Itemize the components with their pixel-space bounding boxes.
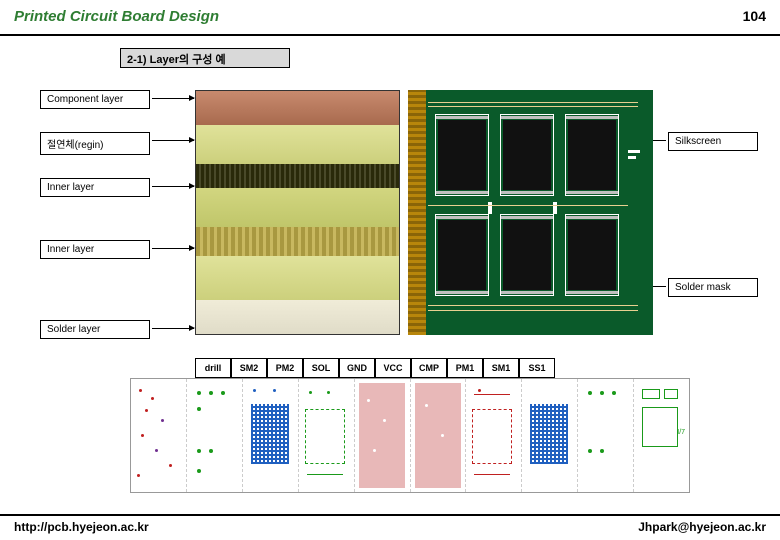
label-inner-layer-2: Inner layer: [40, 240, 150, 259]
silk-outline: [500, 114, 554, 196]
pcb-cross-section: [195, 90, 400, 335]
layer-cell: SM2: [231, 358, 267, 378]
page-header: Printed Circuit Board Design 104: [0, 8, 780, 36]
arrow: [152, 98, 194, 99]
pcb-top-view: [408, 90, 653, 335]
hatch: [251, 404, 289, 464]
panel-gnd: [355, 379, 411, 492]
panel-drill: [131, 379, 187, 492]
outline: [664, 389, 678, 399]
plane: [415, 383, 461, 488]
silkscreen-text: [553, 202, 557, 214]
arrow: [152, 328, 194, 329]
trace: [307, 474, 343, 475]
label-insulator: 절연체(regin): [40, 132, 150, 155]
arrow: [152, 186, 194, 187]
section-heading: 2-1) Layer의 구성 예: [120, 48, 290, 68]
cs-solder-bottom: [196, 300, 399, 334]
layer-cell: drill: [195, 358, 231, 378]
page-footer: http://pcb.hyejeon.ac.kr Jhpark@hyejeon.…: [0, 514, 780, 534]
layer-strip: I/7: [130, 378, 690, 493]
silk-outline: [565, 214, 619, 296]
page-title: Printed Circuit Board Design: [0, 8, 780, 25]
copper-trace: [428, 102, 638, 103]
copper-trace: [428, 310, 638, 311]
layer-cell: PM2: [267, 358, 303, 378]
layer-cell: PM1: [447, 358, 483, 378]
silkscreen-text: [488, 202, 492, 214]
arrow: [152, 248, 194, 249]
outline: [305, 409, 345, 464]
panel-ss1: I/7: [634, 379, 689, 492]
outline: [472, 409, 512, 464]
label-silkscreen: Silkscreen: [668, 132, 758, 151]
cs-inner-1: [196, 164, 399, 188]
trace: [474, 474, 510, 475]
silkscreen-text: [628, 156, 636, 159]
trace: [474, 394, 510, 395]
panel-pm1: [522, 379, 578, 492]
silk-outline: [565, 114, 619, 196]
silk-outline: [435, 114, 489, 196]
layer-cell: SS1: [519, 358, 555, 378]
panel-vcc: [411, 379, 467, 492]
label-component-layer: Component layer: [40, 90, 150, 109]
panel-pm2: [243, 379, 299, 492]
outline: [642, 407, 678, 447]
layer-cell: SM1: [483, 358, 519, 378]
label-solder-layer: Solder layer: [40, 320, 150, 339]
silk-outline: [500, 214, 554, 296]
panel-sm2: [187, 379, 243, 492]
copper-trace: [428, 305, 638, 306]
layer-cell: GND: [339, 358, 375, 378]
panel-sol: [299, 379, 355, 492]
silkscreen-text: [628, 150, 640, 153]
panel-cmp: [466, 379, 522, 492]
cs-copper-top: [196, 91, 399, 125]
label-solder-mask: Solder mask: [668, 278, 758, 297]
cs-resin-2: [196, 188, 399, 227]
page-number: 104: [743, 8, 766, 24]
outline: [642, 389, 660, 399]
footer-email: Jhpark@hyejeon.ac.kr: [638, 520, 766, 534]
panel-sm1: [578, 379, 634, 492]
edge-connector: [408, 90, 426, 335]
arrow: [152, 140, 194, 141]
layer-table: drill SM2 PM2 SOL GND VCC CMP PM1 SM1 SS…: [195, 358, 555, 378]
cs-inner-trace: [196, 227, 399, 256]
layer-cell: CMP: [411, 358, 447, 378]
cs-resin-1: [196, 125, 399, 164]
label-inner-layer-1: Inner layer: [40, 178, 150, 197]
hatch: [530, 404, 568, 464]
cs-resin-3: [196, 256, 399, 300]
silk-outline: [435, 214, 489, 296]
layer-cell: SOL: [303, 358, 339, 378]
layer-cell: VCC: [375, 358, 411, 378]
plane: [359, 383, 405, 488]
copper-trace: [428, 205, 628, 206]
ref-text: I/7: [677, 429, 685, 436]
copper-trace: [428, 106, 638, 107]
